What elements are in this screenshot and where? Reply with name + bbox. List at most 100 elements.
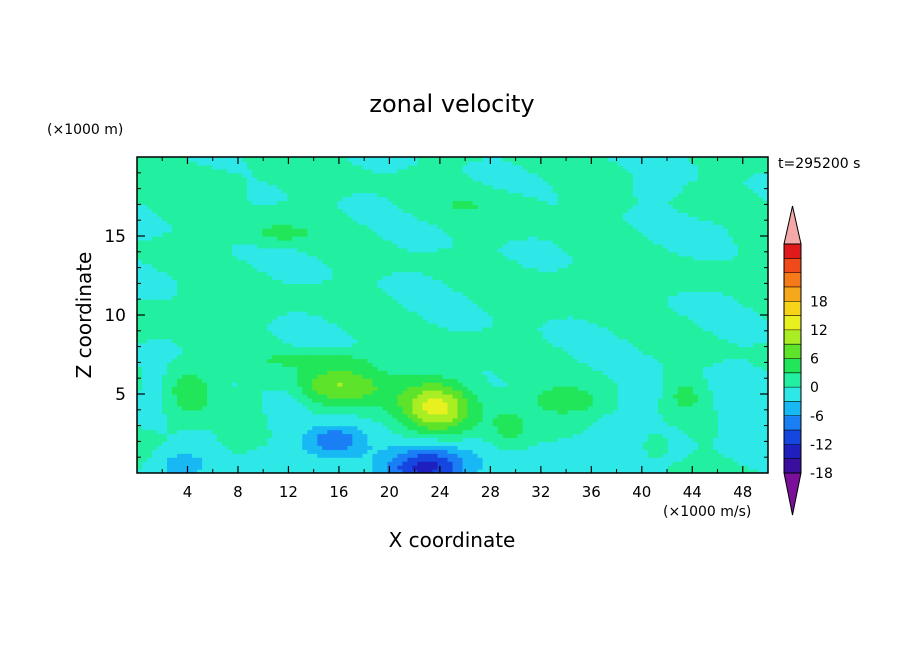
contour-cell bbox=[472, 334, 479, 340]
contour-cell bbox=[572, 378, 579, 383]
contour-cell bbox=[747, 330, 754, 336]
contour-cell bbox=[677, 390, 684, 395]
contour-cell bbox=[352, 318, 358, 324]
contour-cell bbox=[287, 445, 293, 450]
contour-cell bbox=[432, 409, 439, 415]
contour-cell bbox=[597, 374, 604, 379]
contour-cell bbox=[452, 445, 459, 450]
contour-cell bbox=[357, 362, 363, 367]
contour-cell bbox=[477, 358, 484, 363]
contour-cell bbox=[287, 362, 293, 367]
contour-cell bbox=[642, 358, 649, 363]
contour-cell bbox=[372, 338, 378, 344]
contour-cell bbox=[267, 386, 273, 391]
contour-cell bbox=[187, 358, 193, 363]
contour-cell bbox=[757, 330, 764, 336]
contour-cell bbox=[482, 366, 489, 371]
contour-cell bbox=[702, 394, 709, 399]
contour-cell bbox=[447, 449, 454, 454]
y-unit-label: (×1000 m) bbox=[47, 122, 123, 138]
contour-cell bbox=[297, 465, 303, 470]
contour-cell bbox=[427, 374, 434, 379]
contour-cell bbox=[237, 425, 243, 431]
contour-cell bbox=[492, 401, 499, 407]
contour-cell bbox=[702, 322, 709, 328]
contour-cell bbox=[182, 330, 188, 336]
contour-cell bbox=[307, 401, 313, 407]
contour-cell bbox=[647, 413, 654, 419]
contour-cell bbox=[332, 425, 338, 431]
contour-cell bbox=[562, 390, 569, 395]
contour-cell bbox=[247, 374, 253, 379]
contour-cell bbox=[617, 326, 624, 332]
contour-cell bbox=[722, 318, 729, 324]
contour-cell bbox=[482, 453, 489, 458]
contour-cell bbox=[137, 405, 143, 411]
contour-cell bbox=[757, 370, 764, 375]
contour-cell bbox=[552, 449, 559, 454]
contour-cell bbox=[177, 441, 183, 446]
contour-cell bbox=[157, 346, 163, 352]
contour-cell bbox=[547, 330, 554, 336]
contour-cell bbox=[372, 433, 378, 439]
contour-cell bbox=[172, 453, 178, 458]
contour-cell bbox=[402, 465, 409, 470]
contour-cell bbox=[297, 330, 303, 336]
contour-cell bbox=[462, 417, 469, 423]
contour-cell bbox=[467, 362, 474, 367]
contour-cell bbox=[592, 437, 599, 442]
contour-cell bbox=[722, 338, 729, 344]
contour-cell bbox=[292, 338, 298, 344]
contour-cell bbox=[587, 370, 594, 375]
contour-cell bbox=[277, 315, 283, 320]
contour-cell bbox=[342, 437, 348, 442]
contour-cell bbox=[617, 413, 624, 419]
contour-cell bbox=[257, 362, 263, 367]
contour-cell bbox=[737, 358, 744, 363]
contour-cell bbox=[637, 465, 644, 470]
contour-cell bbox=[142, 390, 148, 395]
contour-cell bbox=[362, 405, 368, 411]
contour-cell bbox=[172, 397, 178, 403]
contour-cell bbox=[352, 425, 358, 431]
contour-cell bbox=[742, 465, 749, 470]
contour-cell bbox=[172, 457, 178, 462]
contour-cell bbox=[467, 322, 474, 328]
contour-cell bbox=[487, 338, 494, 344]
contour-cell bbox=[287, 469, 293, 473]
contour-cell bbox=[162, 342, 168, 348]
contour-cell bbox=[447, 469, 454, 473]
contour-cell bbox=[172, 362, 178, 367]
contour-cell bbox=[247, 358, 253, 363]
contour-cell bbox=[217, 350, 223, 356]
contour-cell bbox=[177, 417, 183, 423]
contour-cell bbox=[682, 417, 689, 423]
contour-cell bbox=[607, 433, 614, 439]
contour-cell bbox=[757, 350, 764, 356]
contour-cell bbox=[502, 394, 509, 399]
contour-cell bbox=[282, 445, 288, 450]
contour-cell bbox=[302, 437, 308, 442]
contour-cell bbox=[237, 394, 243, 399]
contour-cell bbox=[462, 358, 469, 363]
contour-cell bbox=[512, 417, 519, 423]
contour-cell bbox=[667, 342, 674, 348]
contour-cell bbox=[362, 433, 368, 439]
contour-cell bbox=[632, 429, 639, 435]
contour-cell bbox=[177, 425, 183, 431]
contour-cell bbox=[202, 315, 208, 320]
contour-cell bbox=[287, 425, 293, 431]
contour-cell bbox=[312, 322, 318, 328]
contour-cell bbox=[597, 366, 604, 371]
contour-cell bbox=[177, 322, 183, 328]
contour-cell bbox=[597, 453, 604, 458]
contour-cell bbox=[552, 421, 559, 427]
contour-cell bbox=[267, 433, 273, 439]
contour-cell bbox=[637, 421, 644, 427]
contour-cell bbox=[267, 437, 273, 442]
contour-cell bbox=[257, 429, 263, 435]
contour-cell bbox=[447, 386, 454, 391]
contour-cell bbox=[647, 437, 654, 442]
contour-cell bbox=[387, 413, 394, 419]
contour-cell bbox=[162, 465, 168, 470]
